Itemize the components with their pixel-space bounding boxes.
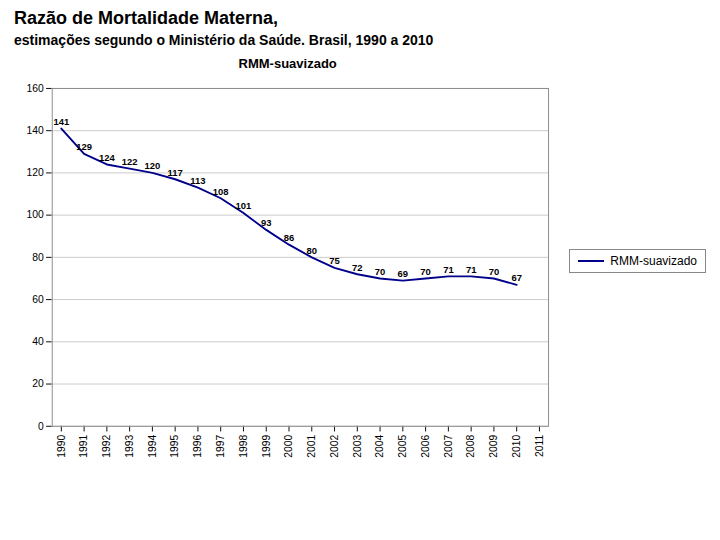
svg-text:72: 72 <box>352 262 362 273</box>
html-text:Razão de Mortalidade Materna,: Razão de Mortalidade Materna, <box>14 8 279 28</box>
svg-text:2003: 2003 <box>352 435 363 458</box>
svg-text:100: 100 <box>26 210 44 221</box>
svg-text:140: 140 <box>26 125 44 136</box>
svg-text:141: 141 <box>53 116 69 127</box>
svg-text:86: 86 <box>284 232 294 243</box>
svg-text:1991: 1991 <box>78 435 89 458</box>
svg-text:2011: 2011 <box>534 435 545 458</box>
svg-text:71: 71 <box>443 264 453 275</box>
svg-text:1994: 1994 <box>147 435 158 458</box>
svg-text:2004: 2004 <box>374 435 385 458</box>
html-text:estimações segundo o Ministéri: estimações segundo o Ministério da Saúde… <box>14 31 434 48</box>
svg-text:2001: 2001 <box>306 435 317 458</box>
svg-text:1995: 1995 <box>169 435 180 458</box>
svg-text:2007: 2007 <box>443 435 454 458</box>
svg-text:2009: 2009 <box>488 435 499 458</box>
svg-text:40: 40 <box>32 337 44 348</box>
svg-text:1992: 1992 <box>101 435 112 458</box>
svg-text:124: 124 <box>99 152 115 163</box>
svg-text:1997: 1997 <box>215 435 226 458</box>
svg-text:70: 70 <box>489 266 499 277</box>
svg-text:20: 20 <box>32 379 44 390</box>
html-text:RMM-suavizado: RMM-suavizado <box>238 56 337 72</box>
svg-text:122: 122 <box>122 156 138 167</box>
svg-text:160: 160 <box>26 83 44 94</box>
svg-text:0: 0 <box>38 421 44 432</box>
svg-text:71: 71 <box>466 264 476 275</box>
svg-text:70: 70 <box>375 266 385 277</box>
svg-text:75: 75 <box>329 256 339 267</box>
svg-text:129: 129 <box>76 142 92 153</box>
svg-text:1993: 1993 <box>124 435 135 458</box>
svg-text:2005: 2005 <box>397 435 408 458</box>
svg-text:69: 69 <box>398 268 408 279</box>
svg-text:120: 120 <box>145 161 161 172</box>
svg-text:1996: 1996 <box>192 435 203 458</box>
html-text:RMM-suavizado: RMM-suavizado <box>610 254 697 268</box>
svg-text:60: 60 <box>32 294 44 305</box>
svg-text:2010: 2010 <box>511 435 522 458</box>
svg-text:2008: 2008 <box>465 435 476 458</box>
svg-text:120: 120 <box>26 168 44 179</box>
svg-text:1990: 1990 <box>56 435 67 458</box>
svg-text:117: 117 <box>168 167 183 178</box>
svg-text:2000: 2000 <box>283 435 294 458</box>
svg-text:101: 101 <box>236 201 252 212</box>
svg-text:93: 93 <box>261 218 271 229</box>
svg-text:1998: 1998 <box>238 435 249 458</box>
svg-text:2006: 2006 <box>420 435 431 458</box>
svg-text:113: 113 <box>190 175 205 186</box>
svg-text:80: 80 <box>32 252 44 263</box>
svg-text:1999: 1999 <box>261 435 272 458</box>
svg-text:67: 67 <box>511 273 521 284</box>
svg-text:80: 80 <box>307 245 317 256</box>
svg-text:70: 70 <box>420 266 430 277</box>
svg-text:108: 108 <box>213 186 229 197</box>
svg-text:2002: 2002 <box>329 435 340 458</box>
